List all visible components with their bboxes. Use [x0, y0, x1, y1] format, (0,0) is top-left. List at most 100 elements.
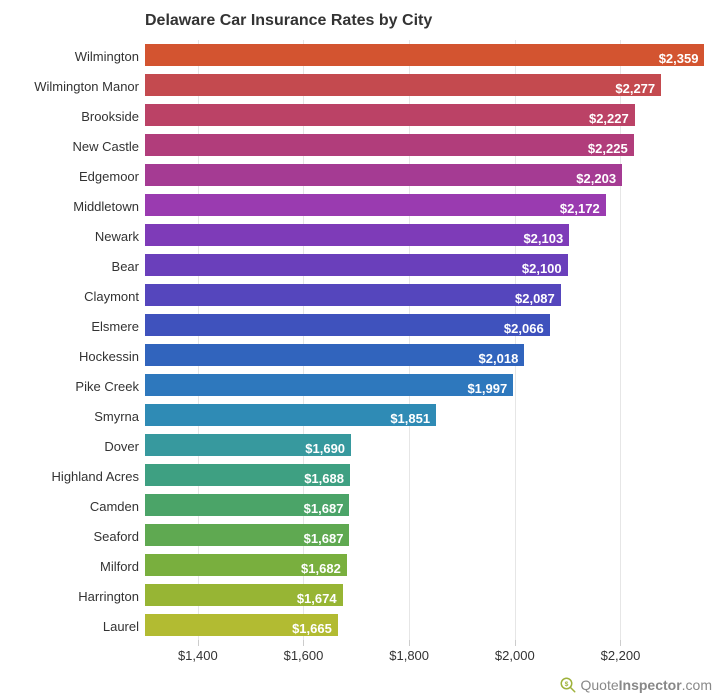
- bar-row: $1,687: [145, 490, 705, 520]
- bar-value-label: $2,172: [560, 201, 600, 216]
- bar-row: $2,066: [145, 310, 705, 340]
- y-axis-label: Harrington: [4, 589, 139, 604]
- x-tick-label: $2,000: [495, 648, 535, 663]
- bar-row: $1,682: [145, 550, 705, 580]
- bar-row: $1,665: [145, 610, 705, 640]
- bar-value-label: $1,997: [467, 381, 507, 396]
- bar: $2,227: [145, 104, 635, 126]
- bar-value-label: $1,682: [301, 561, 341, 576]
- x-tick-label: $2,200: [601, 648, 641, 663]
- bar-value-label: $2,103: [523, 231, 563, 246]
- x-tick-label: $1,400: [178, 648, 218, 663]
- bar-value-label: $1,674: [297, 591, 337, 606]
- y-axis-label: Bear: [4, 259, 139, 274]
- bar-row: $1,688: [145, 460, 705, 490]
- bar-row: $1,687: [145, 520, 705, 550]
- x-tick-label: $1,600: [284, 648, 324, 663]
- bar-row: $2,359: [145, 40, 705, 70]
- bar-value-label: $1,687: [304, 531, 344, 546]
- attribution-suffix: .com: [682, 677, 712, 693]
- y-axis-label: Pike Creek: [4, 379, 139, 394]
- y-axis-label: Highland Acres: [4, 469, 139, 484]
- bar-value-label: $1,687: [304, 501, 344, 516]
- bar-row: $2,018: [145, 340, 705, 370]
- plot-area: $2,359 $2,277 $2,227 $2,225 $2,203 $2,172 $2,1…: [145, 40, 705, 640]
- bar: $1,997: [145, 374, 513, 396]
- y-axis-label: Dover: [4, 439, 139, 454]
- x-tick-label: $1,800: [389, 648, 429, 663]
- y-axis-label: Seaford: [4, 529, 139, 544]
- x-tick-mark: [409, 640, 410, 646]
- bar: $2,103: [145, 224, 569, 246]
- bar-row: $1,674: [145, 580, 705, 610]
- x-tick-mark: [515, 640, 516, 646]
- bar-row: $2,225: [145, 130, 705, 160]
- bar-value-label: $2,100: [522, 261, 562, 276]
- y-axis-label: Middletown: [4, 199, 139, 214]
- bar-value-label: $2,227: [589, 111, 629, 126]
- y-axis-label: Claymont: [4, 289, 139, 304]
- x-tick-mark: [303, 640, 304, 646]
- x-tick-mark: [198, 640, 199, 646]
- bar-value-label: $1,665: [292, 621, 332, 636]
- bar: $2,066: [145, 314, 550, 336]
- bar: $1,690: [145, 434, 351, 456]
- bar-value-label: $1,851: [390, 411, 430, 426]
- y-axis-label: Newark: [4, 229, 139, 244]
- bar-value-label: $1,688: [304, 471, 344, 486]
- bar-value-label: $2,277: [615, 81, 655, 96]
- bar: $2,172: [145, 194, 606, 216]
- bar: $1,687: [145, 494, 349, 516]
- bar-value-label: $2,225: [588, 141, 628, 156]
- bar-value-label: $2,018: [479, 351, 519, 366]
- bar-value-label: $2,087: [515, 291, 555, 306]
- bar-row: $2,172: [145, 190, 705, 220]
- y-axis-label: Edgemoor: [4, 169, 139, 184]
- bar: $1,687: [145, 524, 349, 546]
- attribution-text: QuoteInspector.com: [581, 677, 713, 693]
- y-axis-label: New Castle: [4, 139, 139, 154]
- bar-value-label: $2,203: [576, 171, 616, 186]
- bar-row: $1,851: [145, 400, 705, 430]
- y-axis-label: Wilmington: [4, 49, 139, 64]
- chart-title: Delaware Car Insurance Rates by City: [145, 12, 432, 30]
- y-axis-label: Wilmington Manor: [4, 79, 139, 94]
- chart-container: Delaware Car Insurance Rates by City $2,…: [0, 0, 724, 700]
- magnifier-dollar-icon: $: [559, 676, 577, 694]
- y-axis-label: Smyrna: [4, 409, 139, 424]
- bar-row: $1,997: [145, 370, 705, 400]
- bar: $2,359: [145, 44, 704, 66]
- y-axis-label: Elsmere: [4, 319, 139, 334]
- x-axis: $1,400 $1,600 $1,800 $2,000 $2,200: [145, 640, 705, 670]
- svg-text:$: $: [564, 681, 568, 688]
- y-axis-label: Brookside: [4, 109, 139, 124]
- bar-row: $2,203: [145, 160, 705, 190]
- bar: $2,087: [145, 284, 561, 306]
- bar-row: $1,690: [145, 430, 705, 460]
- y-axis-label: Camden: [4, 499, 139, 514]
- bar-row: $2,277: [145, 70, 705, 100]
- bar: $2,203: [145, 164, 622, 186]
- bar: $1,665: [145, 614, 338, 636]
- bar-value-label: $1,690: [305, 441, 345, 456]
- attribution-prefix: Quote: [581, 677, 619, 693]
- bar: $2,018: [145, 344, 524, 366]
- bar-row: $2,100: [145, 250, 705, 280]
- attribution: $ QuoteInspector.com: [559, 676, 713, 694]
- y-axis-label: Laurel: [4, 619, 139, 634]
- x-tick-mark: [620, 640, 621, 646]
- bar-row: $2,087: [145, 280, 705, 310]
- bar: $2,277: [145, 74, 661, 96]
- bar: $2,225: [145, 134, 634, 156]
- bars-layer: $2,359 $2,277 $2,227 $2,225 $2,203 $2,172 $2,1…: [145, 40, 705, 640]
- bar-value-label: $2,066: [504, 321, 544, 336]
- bar-value-label: $2,359: [659, 51, 699, 66]
- y-axis-label: Milford: [4, 559, 139, 574]
- bar: $1,851: [145, 404, 436, 426]
- bar: $1,688: [145, 464, 350, 486]
- bar: $1,682: [145, 554, 347, 576]
- bar-row: $2,103: [145, 220, 705, 250]
- attribution-bold: Inspector: [619, 677, 682, 693]
- bar: $1,674: [145, 584, 343, 606]
- bar-row: $2,227: [145, 100, 705, 130]
